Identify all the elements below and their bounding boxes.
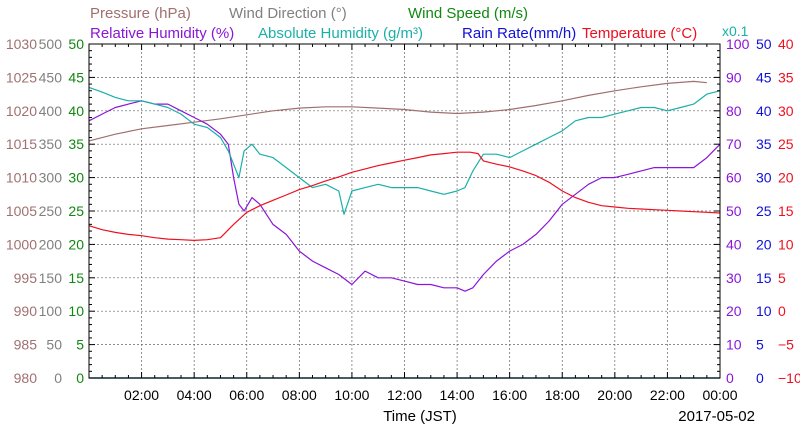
legend-pressure: Pressure (hPa)	[90, 5, 191, 22]
y-tick-label-pressure: 985	[14, 337, 38, 353]
y-tick-label-wind_dir: 500	[39, 36, 63, 52]
date-label: 2017-05-02	[678, 408, 755, 425]
series-line-temp	[88, 151, 721, 241]
y-tick-label-rh: 60	[726, 170, 742, 186]
x-tick-label: 08:00	[282, 387, 317, 403]
y-tick-label-pressure: 1005	[6, 203, 37, 219]
x-tick-label: 12:00	[387, 387, 422, 403]
y-tick-label-rh: 50	[726, 203, 742, 219]
y-tick-label-ah_rain: 40	[756, 103, 772, 119]
legend-ah: Absolute Humidity (g/m³)	[258, 25, 423, 42]
y-tick-label-ah_rain: 35	[756, 136, 772, 152]
y-tick-label-pressure: 990	[14, 303, 38, 319]
x-tick-label: 16:00	[492, 387, 527, 403]
y-tick-label-temp: 5	[778, 270, 786, 286]
y-tick-label-wind_speed: 0	[76, 370, 84, 386]
y-tick-label-ah_rain: 45	[756, 69, 772, 85]
y-tick-label-wind_speed: 50	[68, 36, 84, 52]
y-tick-label-rh: 30	[726, 270, 742, 286]
x-tick-label: 06:00	[229, 387, 264, 403]
y-tick-label-wind_dir: 100	[39, 303, 63, 319]
y-tick-label-wind_dir: 50	[46, 337, 62, 353]
y-tick-label-temp: 40	[778, 36, 794, 52]
y-tick-label-pressure: 1025	[6, 69, 37, 85]
y-tick-label-temp: 20	[778, 170, 794, 186]
legend-multiplier: x0.1	[722, 23, 749, 39]
y-tick-label-pressure: 1030	[6, 36, 37, 52]
y-tick-label-rh: 10	[726, 337, 742, 353]
y-tick-label-temp: 30	[778, 103, 794, 119]
x-tick-label: 18:00	[545, 387, 580, 403]
y-tick-label-wind_speed: 30	[68, 170, 84, 186]
y-tick-label-rh: 40	[726, 236, 742, 252]
axes-layer: 02:00 04:00 06:00 08:00 10:00 12:00 14:00 16:00…	[6, 36, 800, 403]
legend-wind_speed: Wind Speed (m/s)	[408, 5, 528, 22]
y-tick-label-ah_rain: 30	[756, 170, 772, 186]
y-tick-label-rh: 100	[726, 36, 750, 52]
legend-wind_dir: Wind Direction (°)	[229, 5, 347, 22]
series-line-ah_rain	[88, 86, 721, 215]
x-axis-label: Time (JST)	[383, 408, 457, 425]
y-tick-label-rh: 80	[726, 103, 742, 119]
y-tick-label-wind_dir: 250	[39, 203, 63, 219]
y-tick-label-wind_dir: 400	[39, 103, 63, 119]
y-tick-label-wind_speed: 40	[68, 103, 84, 119]
y-tick-label-ah_rain: 15	[756, 270, 772, 286]
y-tick-label-wind_speed: 25	[68, 203, 84, 219]
y-tick-label-wind_dir: 200	[39, 236, 63, 252]
grid	[89, 44, 720, 378]
y-tick-label-temp: 25	[778, 136, 794, 152]
y-tick-label-wind_speed: 35	[68, 136, 84, 152]
y-tick-label-ah_rain: 0	[756, 370, 764, 386]
y-tick-label-ah_rain: 20	[756, 236, 772, 252]
y-tick-label-wind_dir: 150	[39, 270, 63, 286]
y-tick-label-temp: −10	[778, 370, 800, 386]
y-tick-label-wind_speed: 10	[68, 303, 84, 319]
series-line-pressure	[88, 80, 707, 142]
y-tick-label-pressure: 995	[14, 270, 38, 286]
y-tick-label-ah_rain: 25	[756, 203, 772, 219]
y-tick-label-pressure: 1000	[6, 236, 37, 252]
y-tick-label-rh: 70	[726, 136, 742, 152]
y-tick-label-pressure: 1010	[6, 170, 37, 186]
x-tick-label: 10:00	[334, 387, 369, 403]
y-tick-label-ah_rain: 10	[756, 303, 772, 319]
y-tick-label-pressure: 1015	[6, 136, 37, 152]
legend-rain: Rain Rate(mm/h)	[462, 25, 576, 42]
x-tick-label: 04:00	[177, 387, 212, 403]
y-tick-label-wind_speed: 15	[68, 270, 84, 286]
legend-temp: Temperature (°C)	[582, 25, 697, 42]
x-tick-label: 20:00	[597, 387, 632, 403]
y-tick-label-pressure: 980	[14, 370, 38, 386]
y-tick-label-rh: 0	[726, 370, 734, 386]
y-tick-label-wind_dir: 300	[39, 170, 63, 186]
x-tick-label: 00:00	[702, 387, 737, 403]
legend: Pressure (hPa) Wind Direction (°) Wind Spe…	[90, 5, 749, 42]
y-tick-label-wind_dir: 0	[54, 370, 62, 386]
series-line-rh	[88, 100, 721, 292]
x-tick-label: 02:00	[124, 387, 159, 403]
legend-rh: Relative Humidity (%)	[90, 25, 234, 42]
y-tick-label-rh: 20	[726, 303, 742, 319]
x-tick-label: 22:00	[650, 387, 685, 403]
y-tick-label-ah_rain: 50	[756, 36, 772, 52]
y-tick-label-temp: 35	[778, 69, 794, 85]
y-tick-label-wind_speed: 20	[68, 236, 84, 252]
y-tick-label-wind_speed: 5	[76, 337, 84, 353]
y-tick-label-wind_dir: 350	[39, 136, 63, 152]
x-tick-label: 14:00	[440, 387, 475, 403]
y-tick-label-temp: 0	[778, 303, 786, 319]
y-tick-label-ah_rain: 5	[756, 337, 764, 353]
y-tick-label-temp: 10	[778, 236, 794, 252]
y-tick-label-wind_dir: 450	[39, 69, 63, 85]
y-tick-label-pressure: 1020	[6, 103, 37, 119]
y-tick-label-rh: 90	[726, 69, 742, 85]
y-tick-label-temp: 15	[778, 203, 794, 219]
y-tick-label-temp: −5	[778, 337, 794, 353]
y-tick-label-wind_speed: 45	[68, 69, 84, 85]
